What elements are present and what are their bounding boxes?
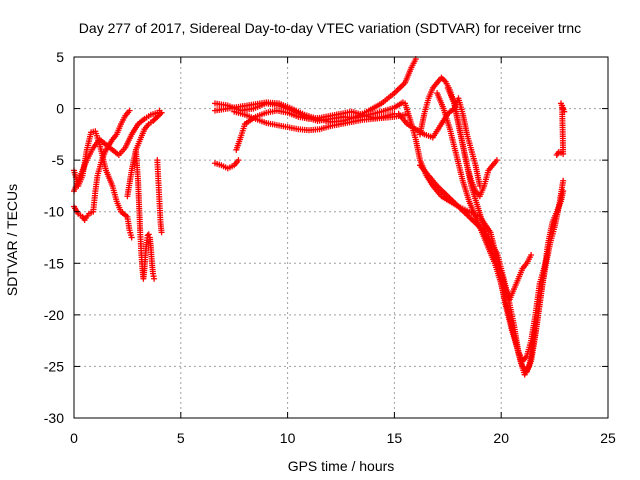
plot-frame xyxy=(73,56,609,419)
series-afternoon-f xyxy=(395,95,483,189)
x-axis-label: GPS time / hours xyxy=(288,458,395,474)
data-point-marker xyxy=(152,115,159,122)
data-point-marker xyxy=(402,111,409,118)
series-early-c xyxy=(71,107,163,195)
x-tick-label: 5 xyxy=(177,430,185,446)
x-tick-label: 20 xyxy=(493,430,509,446)
x-tick-label: 0 xyxy=(70,430,78,446)
data-point-marker xyxy=(235,157,242,164)
y-tick-label: -5 xyxy=(52,152,65,168)
y-axis-label: SDTVAR / TECUs xyxy=(4,184,20,296)
data-point-marker xyxy=(151,116,158,123)
series-early-drop-1 xyxy=(132,146,158,282)
ticks: 0 5 10 15 20 25 -30 -25 -20 -15 -10 -5 0 5 xyxy=(44,49,616,446)
data-point-marker xyxy=(493,157,500,164)
y-tick-label: -25 xyxy=(44,358,64,374)
series-afternoon-a xyxy=(402,100,552,365)
y-tick-label: 0 xyxy=(56,101,64,117)
data-point-marker xyxy=(157,111,164,118)
data-point-marker xyxy=(476,182,483,189)
y-tick-label: -10 xyxy=(44,204,64,220)
data-point-marker xyxy=(158,229,165,236)
data-point-marker xyxy=(560,177,567,184)
series-midday-e xyxy=(211,157,242,172)
y-tick-label: -30 xyxy=(44,410,64,426)
series-midday-d xyxy=(233,107,398,153)
series-early-drop-2 xyxy=(154,157,165,236)
data-point-marker xyxy=(528,252,535,259)
y-tick-label: -20 xyxy=(44,307,64,323)
x-tick-label: 10 xyxy=(280,430,296,446)
series-late-isolated xyxy=(553,100,568,158)
x-tick-label: 25 xyxy=(600,430,616,446)
data-point-marker xyxy=(128,234,135,241)
data-point-marker xyxy=(158,109,165,116)
series-afternoon-d xyxy=(434,90,567,378)
y-tick-label: 5 xyxy=(56,49,64,65)
series-afternoon-e xyxy=(444,84,535,303)
data-point-marker xyxy=(126,107,133,114)
chart-title: Day 277 of 2017, Sidereal Day-to-day VTE… xyxy=(79,20,581,36)
x-tick-label: 15 xyxy=(387,430,403,446)
data-point-marker xyxy=(558,100,565,107)
y-tick-label: -15 xyxy=(44,255,64,271)
data-series xyxy=(71,56,568,378)
series-midday-c xyxy=(231,108,409,134)
data-point-marker xyxy=(145,231,152,238)
series-early-a xyxy=(71,128,135,241)
series-early-b xyxy=(71,107,133,223)
data-point-marker xyxy=(151,275,158,282)
